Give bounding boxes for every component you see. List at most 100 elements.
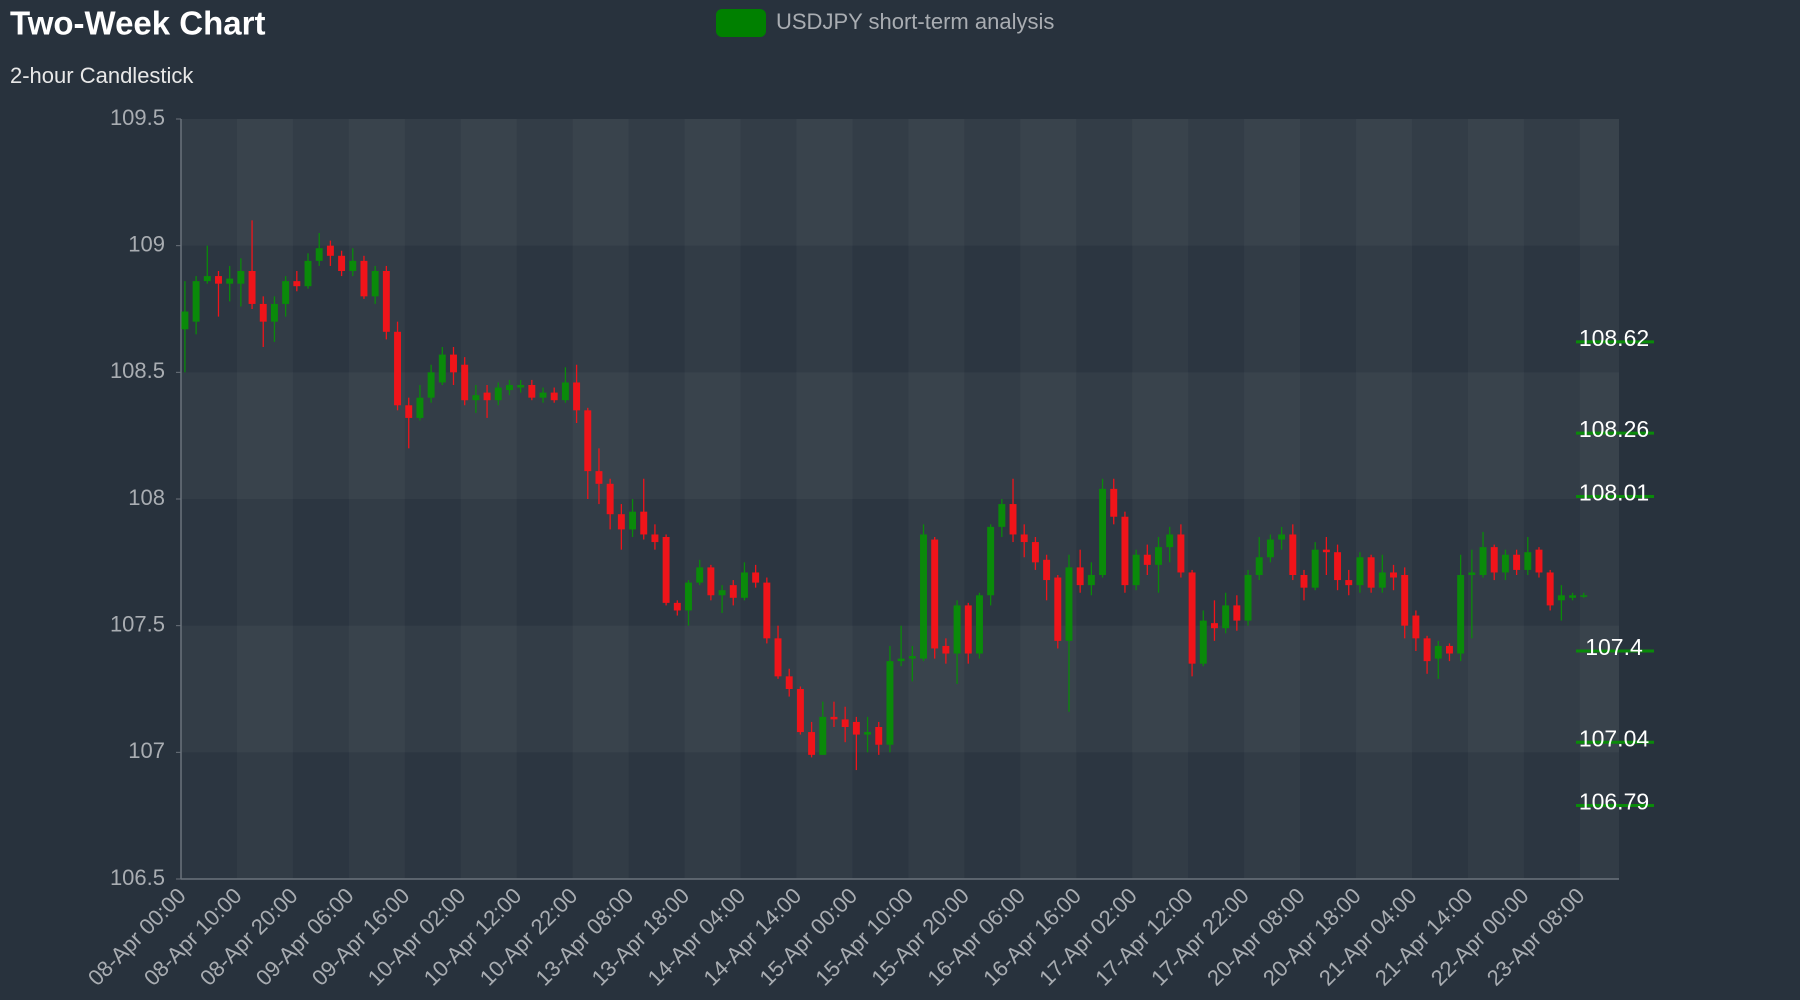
candle-body bbox=[1557, 595, 1565, 601]
candle-body bbox=[1513, 554, 1521, 570]
candle-body bbox=[1434, 645, 1442, 659]
candle-body bbox=[651, 534, 659, 543]
candle-body bbox=[1233, 605, 1241, 621]
y-tick-label: 107 bbox=[128, 738, 165, 763]
level-label: 106.79 bbox=[1579, 789, 1649, 815]
candle-body bbox=[729, 585, 737, 598]
candle-body bbox=[215, 276, 222, 284]
plot-stripe bbox=[1020, 119, 1076, 879]
plot-stripe bbox=[349, 119, 405, 879]
candle-body bbox=[349, 260, 357, 271]
candle-body bbox=[248, 271, 256, 304]
candle-body bbox=[1546, 572, 1554, 606]
candle-body bbox=[1222, 605, 1230, 629]
candle-body bbox=[685, 582, 692, 611]
candle-body bbox=[1043, 559, 1051, 581]
candle-body bbox=[897, 658, 905, 662]
candle-body bbox=[875, 727, 883, 745]
candle-body bbox=[1099, 488, 1107, 575]
candle-body bbox=[1479, 547, 1487, 575]
candle-body bbox=[718, 590, 726, 596]
candle-body bbox=[1121, 516, 1129, 586]
candle-body bbox=[181, 311, 189, 330]
candle-body bbox=[1345, 580, 1353, 586]
candle-body bbox=[1535, 549, 1543, 573]
candle-body bbox=[1490, 547, 1498, 573]
level-label: 108.01 bbox=[1579, 480, 1649, 506]
candle-body bbox=[450, 354, 457, 373]
candle-body bbox=[550, 392, 558, 401]
candle-body bbox=[1188, 572, 1196, 664]
candle-body bbox=[1076, 567, 1084, 586]
candle-body bbox=[270, 303, 278, 322]
plot-stripe bbox=[1132, 119, 1188, 879]
chart-subtitle: 2-hour Candlestick bbox=[10, 63, 194, 88]
candle-body bbox=[852, 721, 860, 735]
candle-body bbox=[673, 602, 681, 611]
candle-body bbox=[1143, 554, 1151, 565]
candle-body bbox=[494, 387, 502, 401]
plot-stripe bbox=[237, 119, 293, 879]
candle-body bbox=[382, 271, 390, 332]
candle-body bbox=[964, 605, 972, 654]
candle-body bbox=[908, 656, 916, 659]
plot-stripe bbox=[1356, 119, 1412, 879]
candle-body bbox=[394, 331, 402, 406]
candle-body bbox=[1300, 575, 1308, 588]
legend-swatch[interactable] bbox=[716, 9, 766, 37]
candle-body bbox=[304, 260, 312, 287]
candle-body bbox=[427, 372, 435, 398]
candle-body bbox=[461, 364, 469, 401]
candle-body bbox=[226, 278, 234, 284]
candle-body bbox=[740, 572, 748, 598]
candle-body bbox=[539, 392, 547, 398]
candle-body bbox=[1166, 534, 1174, 548]
plot-stripe bbox=[461, 119, 517, 879]
candle-body bbox=[1177, 534, 1185, 573]
plot-stripe bbox=[685, 119, 741, 879]
candle-body bbox=[315, 248, 323, 261]
candle-body bbox=[1132, 554, 1140, 586]
candle-body bbox=[1322, 549, 1330, 553]
candle-body bbox=[1356, 557, 1364, 586]
candle-body bbox=[505, 385, 513, 391]
candle-body bbox=[326, 245, 334, 256]
plot-stripe bbox=[1468, 119, 1524, 879]
candle-body bbox=[1501, 554, 1509, 573]
candle-body bbox=[808, 732, 816, 755]
chart-title: Two-Week Chart bbox=[10, 5, 265, 42]
y-tick-label: 108.5 bbox=[110, 358, 165, 383]
candle-body bbox=[1334, 552, 1342, 581]
candle-body bbox=[1255, 557, 1263, 575]
level-label: 108.26 bbox=[1579, 416, 1649, 442]
candle-body bbox=[472, 395, 480, 401]
plot-stripe bbox=[573, 119, 629, 879]
candle-body bbox=[528, 385, 536, 398]
candle-body bbox=[864, 732, 872, 735]
level-label: 108.62 bbox=[1579, 325, 1649, 351]
candle-body bbox=[237, 271, 245, 284]
plot-area bbox=[181, 119, 1619, 879]
candle-body bbox=[987, 526, 995, 596]
candle-body bbox=[752, 572, 760, 583]
candle-body bbox=[785, 676, 793, 689]
level-label: 107.04 bbox=[1579, 725, 1650, 751]
candle-body bbox=[707, 567, 715, 596]
candle-body bbox=[371, 271, 379, 297]
candle-body bbox=[975, 595, 983, 654]
legend-label[interactable]: USDJPY short-term analysis bbox=[776, 9, 1054, 34]
candle-body bbox=[1210, 623, 1218, 629]
candle-body bbox=[1054, 577, 1062, 641]
y-tick-label: 106.5 bbox=[110, 865, 165, 890]
candle-body bbox=[886, 661, 894, 745]
candle-body bbox=[841, 719, 849, 727]
candle-body bbox=[584, 410, 592, 472]
candle-body bbox=[774, 638, 782, 677]
plot-stripe bbox=[796, 119, 852, 879]
candle-body bbox=[662, 537, 670, 603]
y-tick-label: 109 bbox=[128, 231, 165, 256]
candle-body bbox=[1199, 620, 1207, 664]
candle-body bbox=[942, 645, 950, 654]
candle-body bbox=[830, 716, 838, 720]
